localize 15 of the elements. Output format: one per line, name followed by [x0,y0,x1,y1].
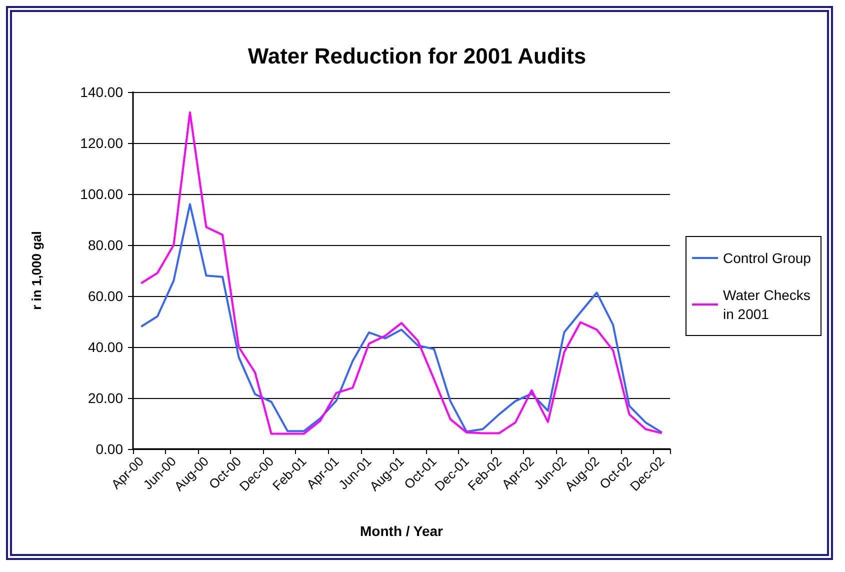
y-tick-label: 40.00 [88,339,124,355]
line-series [140,111,663,435]
y-tick-label: 100.00 [80,186,124,202]
y-tick-label: 140.00 [80,84,124,100]
legend-label: Water Checks in 2001 [723,287,814,322]
line-series [140,203,663,434]
y-tick-label: 120.00 [80,135,124,151]
y-tick-label: 80.00 [88,237,124,253]
x-axis-title: Month / Year [360,523,444,539]
chart-title: Water Reduction for 2001 Audits [248,44,586,68]
y-tick-label: 60.00 [88,288,124,304]
y-axis-title: r in 1,000 gal [29,231,44,310]
y-tick-label: 20.00 [88,390,124,406]
y-tick-label: 0.00 [96,441,124,457]
legend-label: Control Group [723,250,812,266]
